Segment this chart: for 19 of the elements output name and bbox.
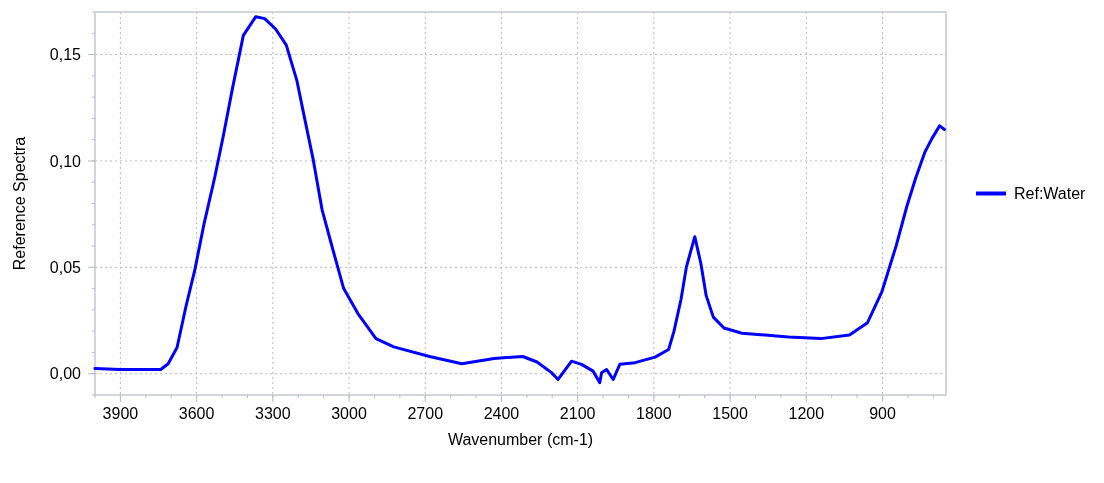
x-tick-label: 3600	[178, 405, 215, 422]
x-tick-label: 3300	[255, 405, 291, 422]
y-tick-label: 0,05	[49, 258, 82, 276]
line-series	[93, 15, 946, 385]
x-tick-label: 1200	[788, 405, 825, 422]
y-tick-label: 0,00	[49, 365, 82, 383]
x-tick-label: 2700	[407, 405, 444, 422]
y-tick-label: 0,15	[49, 46, 82, 64]
y-axis-title: Reference Spectra	[11, 136, 28, 271]
legend-label: Ref:Water	[1014, 185, 1087, 203]
x-tick-label: 3900	[102, 405, 139, 422]
x-axis-title: Wavenumber (cm-1)	[447, 431, 594, 448]
x-tick-label: 900	[869, 405, 896, 422]
x-tick-label: 2400	[483, 405, 520, 422]
x-tick-label: 3000	[331, 405, 367, 422]
x-tick-label: 1500	[712, 405, 748, 422]
x-tick-label: 1800	[636, 405, 672, 422]
x-tick-label: 2100	[559, 405, 596, 422]
y-tick-label: 0,10	[49, 152, 82, 170]
